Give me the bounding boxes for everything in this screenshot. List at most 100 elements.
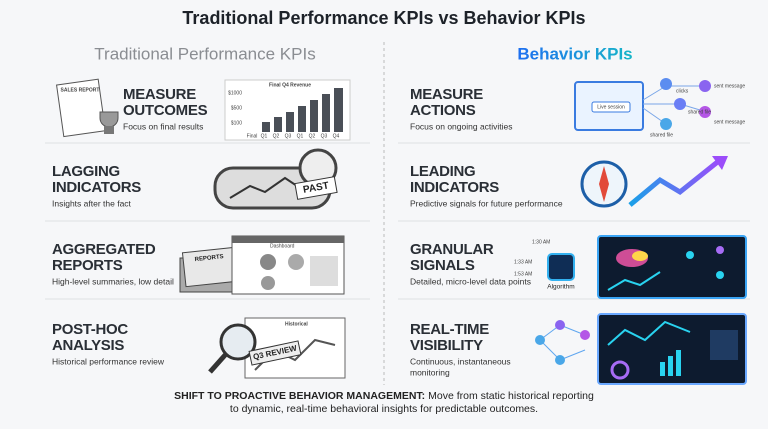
item-title: MEASURE — [123, 86, 196, 103]
item-title: INDICATORS — [52, 179, 141, 196]
illustration-label: Final Q4 Revenue — [269, 82, 311, 88]
footer-bold: SHIFT TO PROACTIVE BEHAVIOR MANAGEMENT: — [174, 390, 426, 402]
decoration-rect — [547, 253, 575, 281]
item-title: ACTIONS — [410, 102, 476, 119]
decoration-rect — [294, 176, 338, 200]
decoration-line — [208, 352, 228, 374]
decoration-g — [642, 85, 701, 125]
decoration-rect — [310, 100, 318, 132]
decoration-circle — [555, 355, 565, 365]
decoration-circle — [261, 276, 275, 290]
decoration-polyline — [628, 158, 722, 207]
illustration-label: 1:30 AM — [532, 239, 550, 245]
item-description: Predictive signals for future performanc… — [410, 198, 563, 208]
illustration-label: Q3 — [285, 133, 292, 139]
illustration-label: clicks — [676, 88, 689, 94]
decoration-rect — [334, 88, 343, 132]
illustration-label: Q2 — [309, 133, 316, 139]
decoration-rect — [104, 126, 114, 134]
illustration-label: Dashboard — [270, 243, 295, 249]
decoration-path — [599, 166, 609, 202]
decoration-polyline — [607, 320, 691, 346]
illustration-label: Q1 — [297, 133, 304, 139]
illustration-label: Algorithm — [547, 284, 574, 291]
decoration-rect — [322, 94, 330, 132]
decoration-rect — [597, 235, 747, 299]
illustration-label: Q1 — [261, 133, 268, 139]
item-description: High-level summaries, low detail — [52, 276, 174, 286]
decoration-circle — [555, 320, 565, 330]
column-heading: Traditional Performance KPIs — [94, 44, 315, 63]
item-title: AGGREGATED — [52, 241, 156, 258]
item-title: SIGNALS — [410, 257, 475, 274]
decoration-circle — [219, 323, 257, 361]
illustration-label: REPORTS — [194, 254, 223, 263]
decoration-rect — [668, 356, 673, 376]
decoration-rect — [298, 106, 306, 132]
item-title: LAGGING — [52, 163, 120, 180]
decoration-circle — [699, 106, 711, 118]
decoration-circle — [674, 98, 686, 110]
decoration-circle — [716, 246, 724, 254]
decoration-g — [539, 324, 586, 361]
item-title: ANALYSIS — [52, 337, 124, 354]
realtime-dashboard-icon — [535, 313, 747, 385]
footer: SHIFT TO PROACTIVE BEHAVIOR MANAGEMENT: … — [174, 390, 594, 416]
item-title: VISIBILITY — [410, 337, 483, 354]
decoration-circle — [660, 78, 672, 90]
decoration-circle — [260, 254, 276, 270]
decoration-circle — [686, 251, 694, 259]
illustration-label: Live session — [597, 104, 625, 110]
decoration-rect — [710, 330, 738, 360]
decoration-g — [660, 330, 738, 376]
item-title: REPORTS — [52, 257, 123, 274]
decoration-rect — [274, 117, 282, 132]
decoration-path — [99, 111, 119, 128]
compass-trend-icon — [580, 156, 728, 208]
illustration-label: shared file — [688, 109, 711, 115]
item-description: Insights after the fact — [52, 198, 132, 208]
decoration-circle — [716, 271, 724, 279]
decoration-path — [642, 85, 701, 125]
signals-algorithm-icon: 1:30 AM 1:33 AM 1:53 AM Algorithm — [514, 235, 747, 299]
item-description: Detailed, micro-level data points — [410, 276, 531, 286]
decoration-polyline — [607, 271, 661, 291]
illustration-label: Q4 — [333, 133, 340, 139]
item-title: INDICATORS — [410, 179, 499, 196]
illustration-label: 1:33 AM — [514, 259, 532, 265]
decoration-rect — [248, 340, 302, 366]
decoration-circle — [580, 330, 590, 340]
item-title: MEASURE — [410, 86, 483, 103]
illustration-label: $100 — [231, 120, 242, 126]
illustration-label: PAST — [302, 180, 329, 195]
actions-network-icon: Live session clicks sent message shared … — [574, 78, 745, 138]
decoration-circle — [288, 254, 304, 270]
reports-stack-icon: REPORTS Dashboard — [179, 235, 345, 295]
illustration-label: sent message — [714, 83, 745, 89]
item-description: monitoring — [410, 367, 450, 377]
footer-text: Move from static historical reporting to… — [229, 390, 594, 415]
illustration-label: $1000 — [228, 90, 242, 96]
item-description: Historical performance review — [52, 356, 165, 366]
decoration-rect — [286, 112, 294, 132]
decoration-g: Final Q1 Q2 Q3 Q1 Q2 Q3 Q4 — [247, 133, 340, 139]
decoration-rect — [676, 350, 681, 376]
decoration-circle — [610, 360, 630, 380]
item-title: OUTCOMES — [123, 102, 208, 119]
item-description: Continuous, instantaneous — [410, 356, 511, 366]
decoration-rect — [310, 256, 338, 286]
decoration-ellipse — [632, 251, 648, 261]
illustration-label: $500 — [231, 105, 242, 111]
sales-report-icon: SALES REPORT — [56, 78, 119, 138]
illustration-label: Q3 — [321, 133, 328, 139]
decoration-rect — [262, 122, 270, 132]
item-description: Focus on final results — [123, 121, 203, 131]
page-title: Traditional Performance KPIs vs Behavior… — [182, 8, 585, 28]
item-title: LEADING — [410, 163, 475, 180]
item-title: POST-HOC — [52, 321, 128, 338]
decoration-g — [45, 142, 750, 300]
